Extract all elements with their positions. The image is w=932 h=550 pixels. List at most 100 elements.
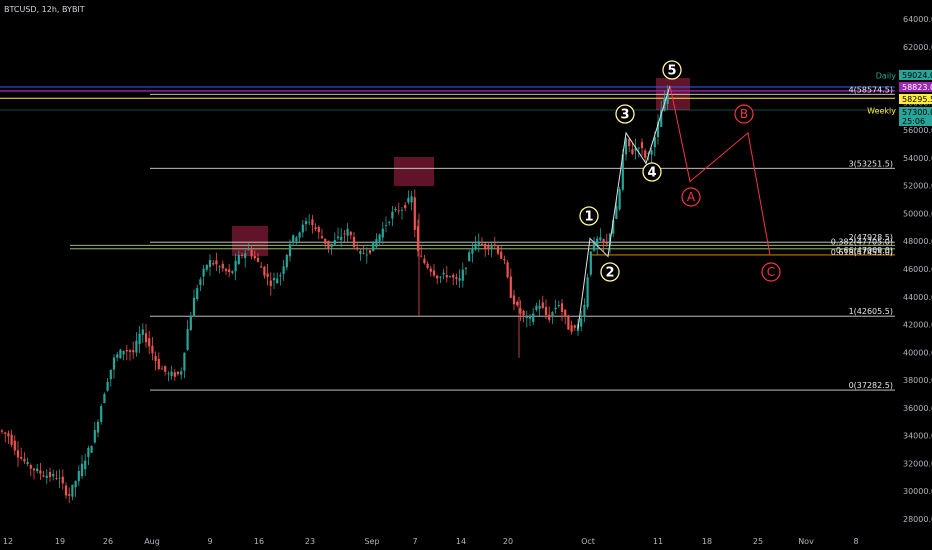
candle (452, 273, 455, 286)
candle (538, 299, 541, 316)
time-axis-label: 18 (702, 537, 712, 546)
time-axis-label: 20 (503, 537, 513, 546)
candle (192, 289, 196, 317)
candle (128, 349, 132, 361)
candle (212, 259, 215, 266)
time-axis-label: 12 (3, 537, 13, 546)
candle (148, 330, 151, 355)
fib-level-label: 0(37282.5) (849, 381, 893, 390)
candle (26, 457, 29, 467)
candle (503, 255, 506, 265)
price-badge: 58295.5 (899, 94, 932, 104)
candle (52, 469, 55, 481)
candle (474, 236, 477, 251)
corrective-wave-path (669, 85, 771, 256)
candle (199, 277, 202, 292)
candle (548, 306, 551, 323)
candle (384, 216, 388, 233)
candle (100, 403, 103, 425)
candle (36, 463, 39, 474)
candle (410, 190, 413, 211)
candle (391, 205, 394, 227)
time-axis-label: 9 (207, 537, 212, 546)
candle (477, 233, 480, 253)
candle (525, 310, 528, 328)
candle (506, 260, 509, 279)
candle (583, 298, 586, 323)
candle (551, 311, 554, 324)
candle (247, 243, 250, 251)
candle (336, 227, 340, 241)
candle (205, 264, 208, 272)
candle (532, 307, 535, 326)
time-axis-label: Nov (798, 537, 814, 546)
candle (96, 419, 100, 438)
candle (103, 392, 106, 404)
time-axis-label: 11 (653, 537, 663, 546)
wave-label: 2 (605, 266, 614, 281)
candle (429, 265, 432, 277)
candle (311, 214, 314, 234)
candle (448, 275, 452, 278)
candle (42, 471, 45, 478)
candle (256, 253, 260, 263)
candle (55, 470, 58, 481)
candle (375, 233, 378, 248)
candle (432, 263, 436, 278)
candle (74, 480, 77, 497)
candle (602, 238, 605, 252)
candle (484, 242, 487, 257)
candle (500, 245, 503, 259)
candle (58, 469, 61, 488)
candle (304, 217, 308, 232)
candle (343, 229, 346, 242)
candle (48, 467, 52, 482)
candle (340, 228, 343, 247)
candle (29, 463, 32, 477)
candle (20, 447, 23, 461)
candle (567, 314, 570, 330)
candle (352, 231, 356, 250)
price-axis-tick: 40000.0 (903, 348, 932, 357)
candle (93, 421, 96, 444)
candle (640, 138, 644, 156)
time-axis-label: 23 (305, 537, 315, 546)
candle (282, 259, 285, 281)
candle (400, 206, 404, 220)
price-axis-tick: 44000.0 (903, 293, 932, 302)
time-axis-label: 16 (254, 537, 264, 546)
candle (634, 138, 637, 160)
candle (292, 234, 295, 246)
candle (125, 344, 128, 361)
fib-level-label: 2(47928.5) (849, 233, 893, 242)
candle (618, 186, 621, 211)
candle (388, 220, 391, 226)
candle (359, 248, 362, 261)
candle (45, 469, 48, 485)
time-axis-label: Sep (364, 537, 379, 546)
svg-text:59024.0: 59024.0 (902, 71, 932, 80)
candle (141, 323, 144, 343)
candle (160, 365, 164, 370)
candle (535, 302, 538, 312)
candle (455, 273, 458, 286)
wave-label: A (687, 190, 696, 204)
candle (426, 261, 429, 270)
candle (423, 254, 426, 265)
candle (586, 273, 589, 310)
candle (330, 243, 333, 255)
price-badge: 57300.0 (899, 107, 932, 117)
candle (231, 270, 234, 275)
price-axis-tick: 46000.0 (903, 265, 932, 274)
candle (356, 241, 359, 252)
candle (544, 299, 548, 320)
candle (116, 351, 119, 362)
candle (464, 266, 468, 276)
candle (263, 265, 266, 279)
fib-level-label: 0.382(47705.0) (831, 237, 893, 246)
candle (224, 267, 228, 275)
time-axis-label: 25 (753, 537, 763, 546)
price-axis-tick: 56000.0 (903, 126, 932, 135)
candle (509, 268, 512, 299)
